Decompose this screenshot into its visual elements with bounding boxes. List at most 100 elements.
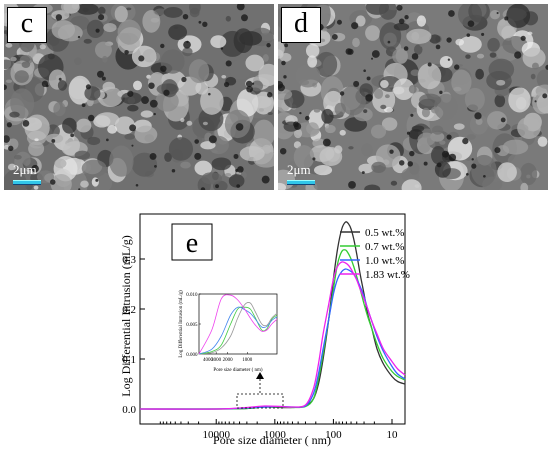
x-axis-title: Pore size diameter ( nm) [213,433,331,447]
sem-pore [371,57,374,60]
sem-pore [233,153,239,159]
sem-pore [70,133,75,138]
sem-grain [348,146,354,150]
sem-pore [127,90,134,97]
sem-pore [58,77,62,81]
series-line-183wt [139,261,406,410]
sem-pore [284,43,289,48]
sem-pore [520,35,526,41]
sem-grain [126,7,132,11]
sem-grain [410,69,421,77]
sem-pore [4,84,7,91]
sem-grain [419,93,442,107]
sem-pore [8,145,14,152]
sem-pore [101,76,106,81]
sem-grain [364,184,381,190]
chart-e: 10000 1000 100 10 0.0 0.1 0.2 0.3 e Pore size d… [0,196,550,452]
sem-pore [283,75,287,79]
sem-grain [278,49,284,59]
sem-image-c: c 2μm [4,4,274,190]
sem-grain [537,136,548,147]
sem-pore [235,123,244,131]
inset-x-tick-label: 3000 [211,358,222,363]
sem-grain [189,7,200,18]
sem-grain [530,73,536,80]
sem-grain [251,80,264,92]
sem-grain [60,4,79,14]
scale-bar-label-c: 2μm [13,162,37,177]
sem-pore [160,43,165,49]
sem-grain [431,125,444,135]
inset-y-tick-label: 0.010 [186,293,198,298]
sem-grain [321,108,334,124]
sem-grain [293,145,315,170]
sem-grain [496,79,506,86]
sem-pore [435,44,441,50]
sem-pore [446,134,452,140]
sem-grain [48,35,60,46]
sem-grain [471,154,497,187]
sem-pore [439,90,443,95]
sem-grain [380,80,389,89]
sem-pore [436,162,442,168]
sem-grain [161,79,178,98]
inset-selection-box [236,393,284,409]
sem-grain [497,162,517,182]
sem-grain [140,110,154,118]
sem-grain [267,112,273,116]
sem-pore [371,50,380,58]
sem-grain [5,79,13,83]
sem-grain [490,10,501,20]
sem-grain [54,158,67,169]
sem-grain [392,86,405,95]
sem-grain [496,145,510,157]
sem-pore [6,122,12,128]
sem-pore [237,166,244,173]
sem-pore [88,114,95,122]
sem-grain [53,101,66,117]
sem-grain [84,86,101,101]
sem-grain [253,91,274,115]
sem-pore [96,70,105,78]
sem-grain [390,180,398,186]
sem-grain [80,180,89,188]
sem-pore [404,15,409,20]
sem-grain [201,172,223,185]
sem-pore [181,76,187,83]
sem-pore [241,14,248,22]
sem-pore [198,20,202,24]
sem-pore [441,150,449,158]
sem-pore [454,64,460,70]
scale-bar-c [13,180,41,185]
sem-pore [396,4,403,11]
sem-grain [62,117,77,134]
sem-grain [34,138,39,142]
y-tick-label: 0.0 [122,404,136,416]
sem-grain [375,144,401,168]
sem-grain [173,26,179,29]
sem-grain [94,41,112,59]
sem-pore [545,64,548,70]
sem-pore [81,103,86,108]
sem-grain [527,31,533,35]
sem-grain [379,4,397,20]
sem-grain [211,157,232,171]
sem-pore [95,178,99,182]
sem-grain [381,117,398,131]
sem-grain [95,112,120,127]
sem-grain [28,141,45,157]
sem-pore [200,187,206,190]
sem-pore [129,124,137,132]
sem-pore [331,33,338,40]
sem-grain [221,75,227,79]
sem-grain [182,47,193,57]
sem-pore [266,43,271,48]
sem-pore [236,184,241,188]
sem-pore [236,4,245,11]
sem-pore [246,85,253,93]
sem-grain [4,59,14,70]
sem-grain [121,92,142,105]
sem-grain [487,37,500,52]
sem-grain [395,48,408,64]
sem-grain [103,23,117,33]
